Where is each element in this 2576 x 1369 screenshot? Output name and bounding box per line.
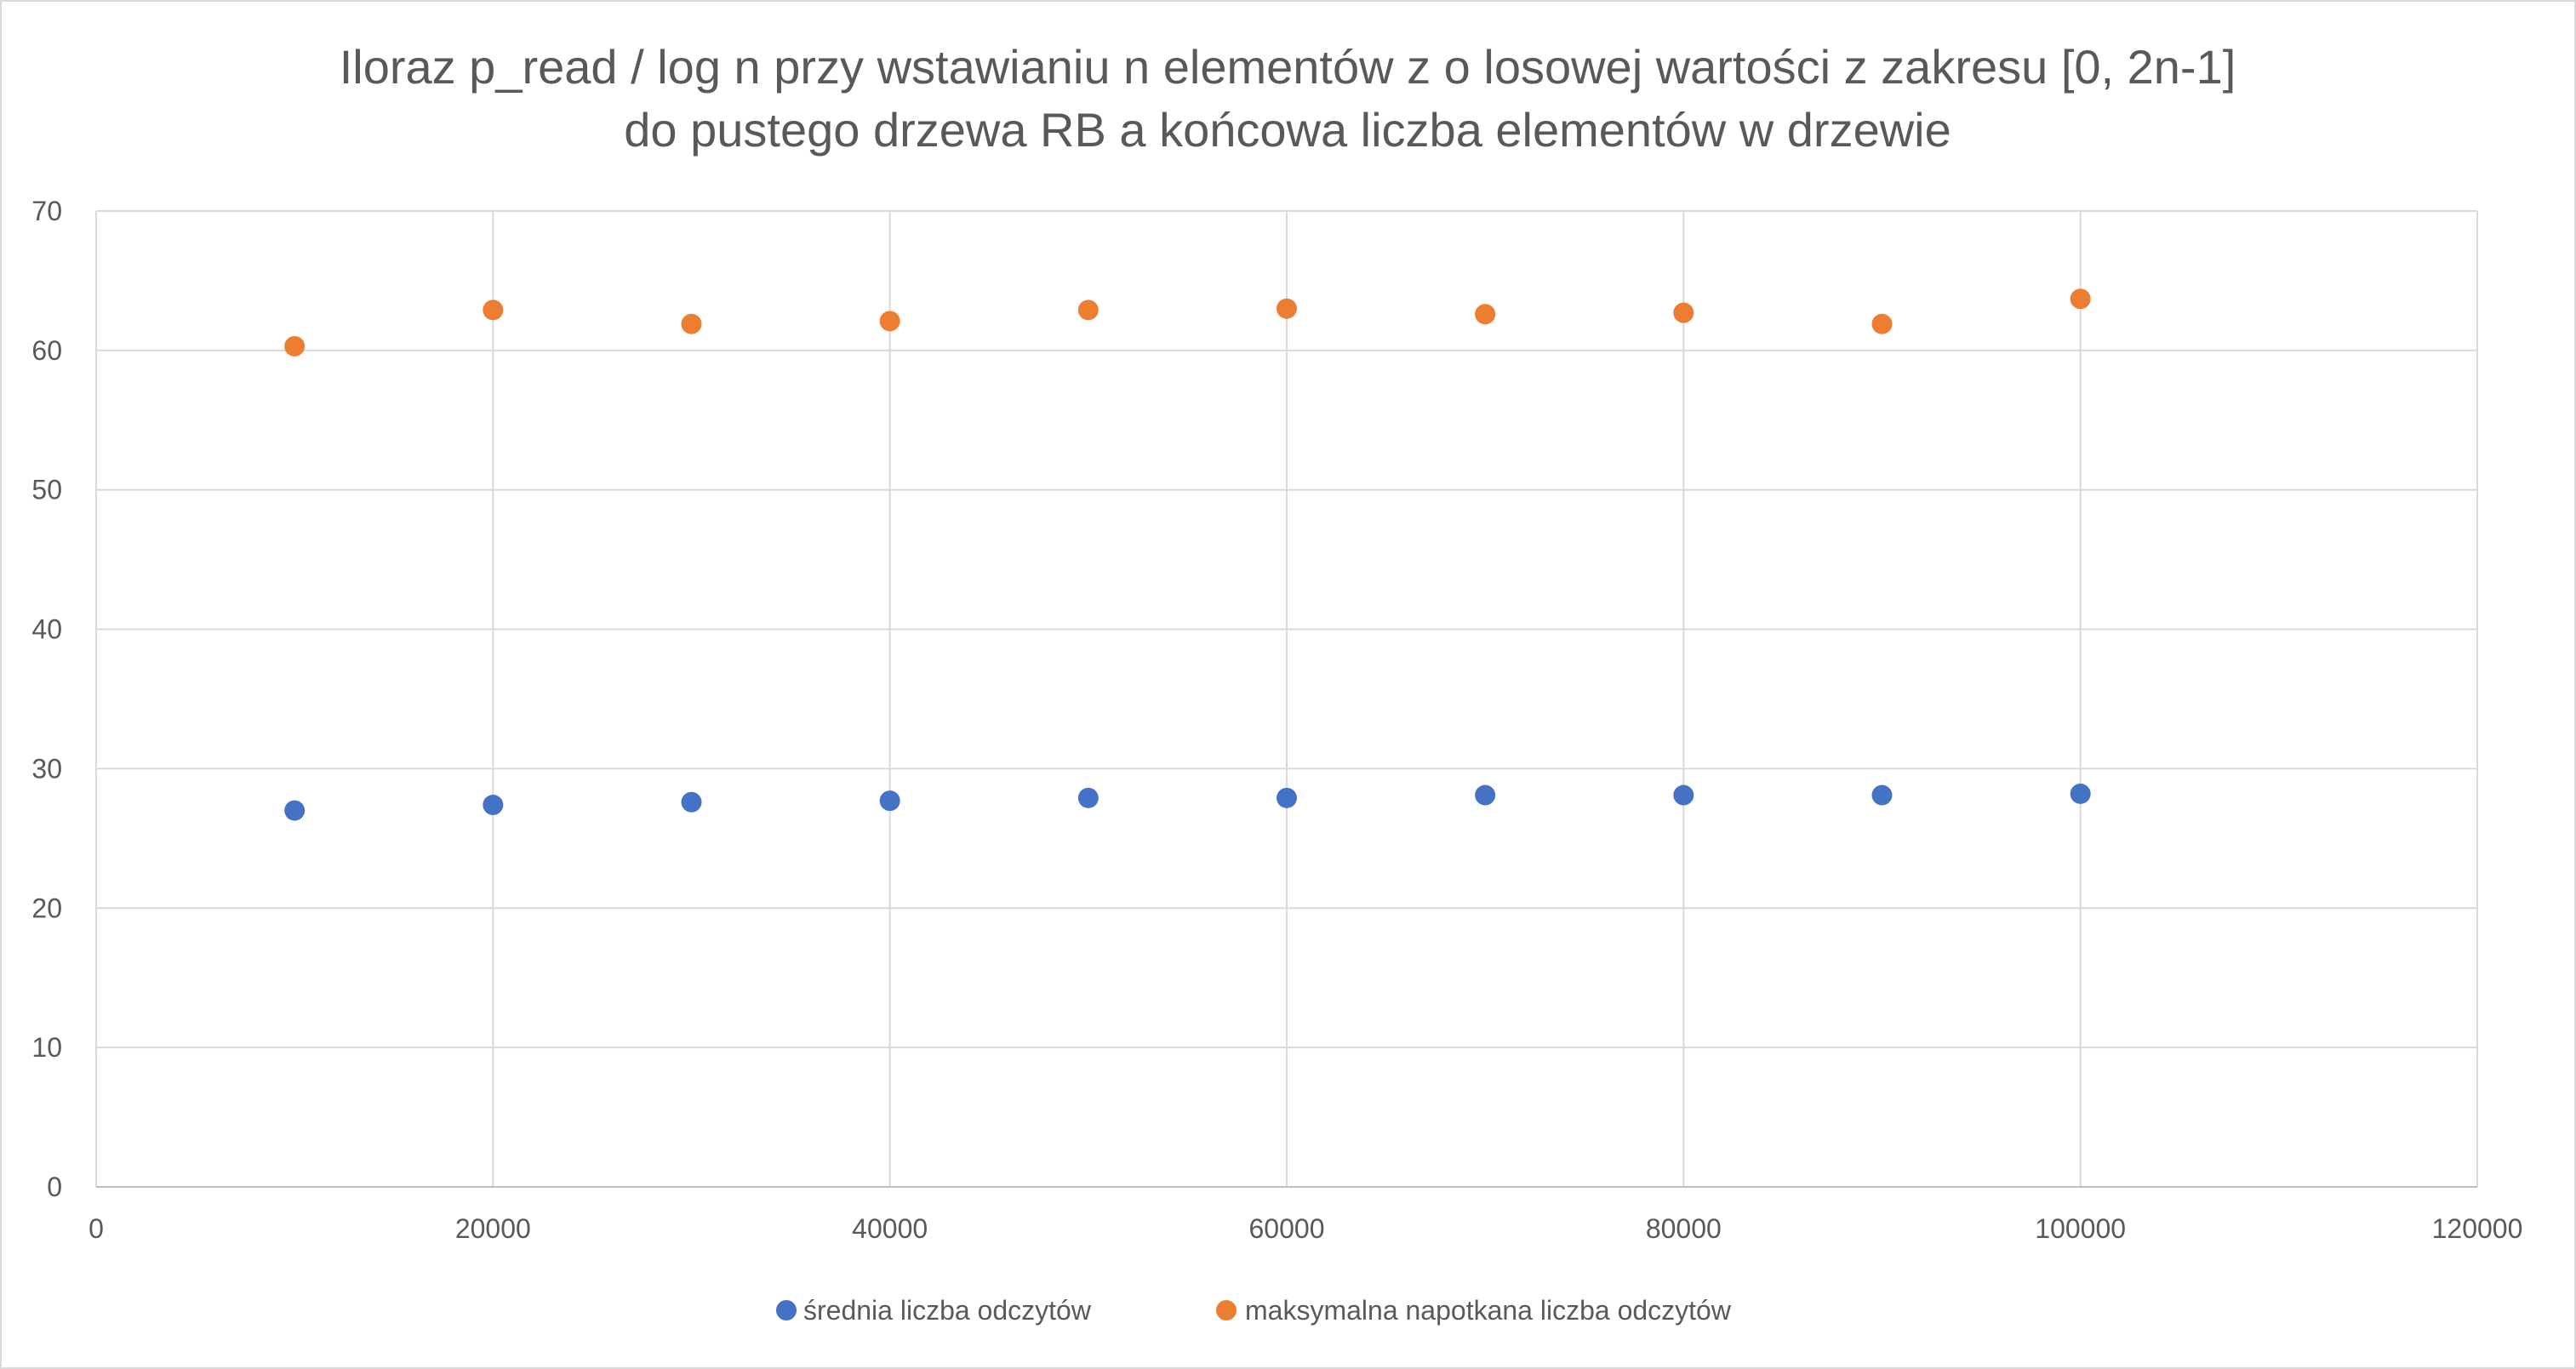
gridlines xyxy=(95,210,2478,1187)
y-tick-label: 30 xyxy=(31,753,62,784)
chart-title-line-2: do pustego drzewa RB a końcowa liczba el… xyxy=(624,103,1951,157)
legend-label-series-2: maksymalna napotkana liczba odczytów xyxy=(1245,1295,1732,1326)
data-point-series-1 xyxy=(2070,783,2091,804)
data-point-series-1 xyxy=(1673,784,1694,806)
x-tick-label: 20000 xyxy=(455,1213,531,1244)
x-tick-label: 80000 xyxy=(1646,1213,1722,1244)
data-point-series-2 xyxy=(879,311,900,332)
y-tick-label: 70 xyxy=(31,196,62,226)
data-point-series-2 xyxy=(1277,298,1297,319)
y-tick-label: 50 xyxy=(31,475,62,505)
y-tick-label: 10 xyxy=(31,1032,62,1063)
data-point-series-2 xyxy=(1077,299,1099,321)
data-point-series-1 xyxy=(1277,787,1297,808)
data-point-series-2 xyxy=(1475,304,1496,325)
x-tick-label: 120000 xyxy=(2432,1213,2523,1244)
legend-marker-series-1 xyxy=(776,1300,797,1321)
data-points xyxy=(284,288,2091,821)
data-point-series-1 xyxy=(1871,784,1893,806)
y-tick-label: 60 xyxy=(31,335,62,366)
x-tick-label: 100000 xyxy=(2035,1213,2126,1244)
x-tick-label: 60000 xyxy=(1249,1213,1325,1244)
data-point-series-2 xyxy=(2070,288,2091,310)
x-tick-labels: 0 20000 40000 60000 80000 100000 120000 xyxy=(89,1213,2522,1244)
data-point-series-1 xyxy=(1077,787,1099,808)
data-point-series-2 xyxy=(681,313,702,334)
x-tick-label: 0 xyxy=(89,1213,104,1244)
y-tick-labels: 0 10 20 30 40 50 60 70 xyxy=(31,196,62,1202)
data-point-series-1 xyxy=(879,790,900,812)
data-point-series-1 xyxy=(681,791,702,813)
y-tick-label: 20 xyxy=(31,893,62,923)
y-tick-label: 40 xyxy=(31,614,62,645)
data-point-series-2 xyxy=(1673,302,1694,323)
legend-label-series-1: średnia liczba odczytów xyxy=(803,1295,1092,1326)
data-point-series-1 xyxy=(1475,784,1496,806)
x-tick-label: 40000 xyxy=(852,1213,928,1244)
legend: średnia liczba odczytów maksymalna napot… xyxy=(776,1295,1732,1326)
chart-title-line-1: Iloraz p_read / log n przy wstawianiu n … xyxy=(340,40,2236,94)
data-point-series-2 xyxy=(1871,313,1893,334)
legend-marker-series-2 xyxy=(1216,1300,1237,1321)
data-point-series-2 xyxy=(483,299,504,321)
y-tick-label: 0 xyxy=(47,1172,62,1202)
data-point-series-1 xyxy=(284,800,306,821)
data-point-series-2 xyxy=(284,335,306,357)
data-point-series-1 xyxy=(483,795,504,816)
